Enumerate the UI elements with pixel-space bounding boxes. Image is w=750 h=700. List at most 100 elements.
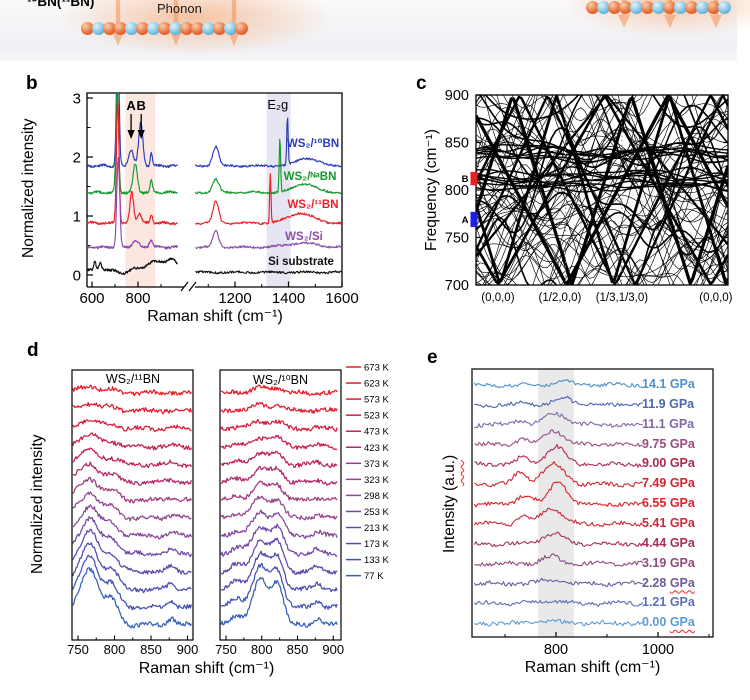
panel-e-ylabel-post: ) [441,454,458,461]
pressure-label: 3.19 GPa [642,556,695,570]
axis-break-icon [180,281,189,292]
spectrum-curve [194,117,342,168]
pressure-value: 11.9 [642,396,670,411]
pressure-value: 0.00 [642,615,670,630]
legend-label: 133 K [364,555,389,566]
pressure-label: 4.44 GPa [642,536,695,550]
phonon-label: Phonon [157,1,202,16]
pressure-curve [474,618,643,627]
x-tick-label: 850 [140,642,162,657]
phonon-band [476,209,728,285]
pressure-value: 1.21 [642,595,670,610]
x-tick-label: 800 [104,642,126,657]
pressure-value: 14.1 [642,377,670,391]
phonon-band [476,95,728,285]
temperature-curve [220,401,338,414]
x-tick-label: 1600 [325,290,358,307]
temperature-curve [220,418,338,432]
phonon-band [476,169,728,184]
phonon-band [476,95,728,257]
phonon-band [496,95,728,141]
pressure-label: 1.21 GPa [642,595,695,609]
kpoint-label: (1/3,1/3,0) [596,292,649,304]
atom-chain-left [81,22,248,35]
temperature-curve [220,509,338,540]
spectrum-curve [194,138,342,195]
pressure-value: 4.44 [642,535,670,550]
legend-label: 673 K [364,363,389,374]
mode-marker-b [470,171,478,186]
temperature-curve [220,550,338,593]
temperature-curve [72,504,192,540]
phonon-band [476,126,728,276]
phonon-band [481,214,728,285]
y-tick-label: 750 [445,231,469,247]
pressure-unit: GPa [669,615,695,630]
temperature-curve [220,537,338,576]
pressure-unit: GPa [669,575,695,590]
y-tick-label: 3 [73,91,81,108]
pressure-value: 9.00 [642,456,670,471]
mode-marker-a [470,211,478,228]
annotation-label: A [126,98,136,113]
pressure-value: 2.28 [642,575,670,590]
x-tick-label: 900 [322,642,344,657]
pressure-value: 11.1 [642,416,670,431]
pressure-unit: GPa [669,555,695,570]
spectrum-curve [87,257,179,276]
spectrum-curve [87,156,179,250]
pressure-unit: GPa [669,535,695,550]
panel-d-frame [219,369,342,641]
pressure-curve [474,395,643,409]
temperature-curve [220,562,338,610]
axis-break-icon [188,281,197,292]
kpoint-label: (1/2,0,0) [539,292,582,304]
phonon-bands [476,95,728,285]
temperature-curve [220,495,338,521]
pressure-label: 11.9 GPa [642,397,694,411]
series-label: WS₂/Si [285,231,323,243]
spectrum-curve [87,100,178,226]
pressure-curve [473,481,644,508]
legend-label: 423 K [364,443,389,454]
x-tick-label: 850 [287,642,309,657]
pressure-label: 11.1 GPa [642,417,694,431]
pressure-curve [474,461,644,488]
series-label: Si substrate [268,256,334,268]
mode-marker-label: B [462,174,469,185]
y-tick-label: 700 [445,278,469,294]
panel-d-title-10bn: WS₂/¹⁰BN [253,373,308,387]
panel-c-ylabel: Frequency (cm⁻¹) [423,129,440,251]
legend-label: 173 K [364,539,389,550]
phonon-band [476,126,728,194]
panel-letter-c: c [416,73,427,94]
panel-d-xlabel: Raman shift (cm⁻¹) [138,660,275,677]
legend-label: 298 K [364,491,389,502]
pressure-value: 9.75 [642,436,670,451]
x-tick-label: 750 [67,642,89,657]
y-tick-label: 0 [73,268,81,285]
boron-atom [235,22,248,35]
pressure-unit: GPa [669,515,695,530]
pressure-label: 14.1 GPa [642,377,695,391]
spectrum-curve [194,173,342,226]
temperature-curve [72,554,192,611]
pressure-unit: GPa [669,456,695,471]
x-tick-label: 800 [251,642,273,657]
nitrogen-atom [718,1,731,14]
pressure-curve [474,443,643,468]
panel-e-ylabel-pre: Intensity ( [441,485,458,554]
y-tick-label: 2 [73,150,81,167]
shaded-band [538,369,574,637]
panel-d-title-11bn: WS₂/¹¹BN [105,372,161,386]
panel-letter-d: d [27,340,39,361]
panel-letter-b: b [26,73,38,94]
annotation-arrowhead [127,130,135,139]
temperature-curve [220,450,338,469]
temperature-curve [72,542,192,594]
panel-e-frame [471,368,714,638]
spectrum-curve [87,93,178,169]
